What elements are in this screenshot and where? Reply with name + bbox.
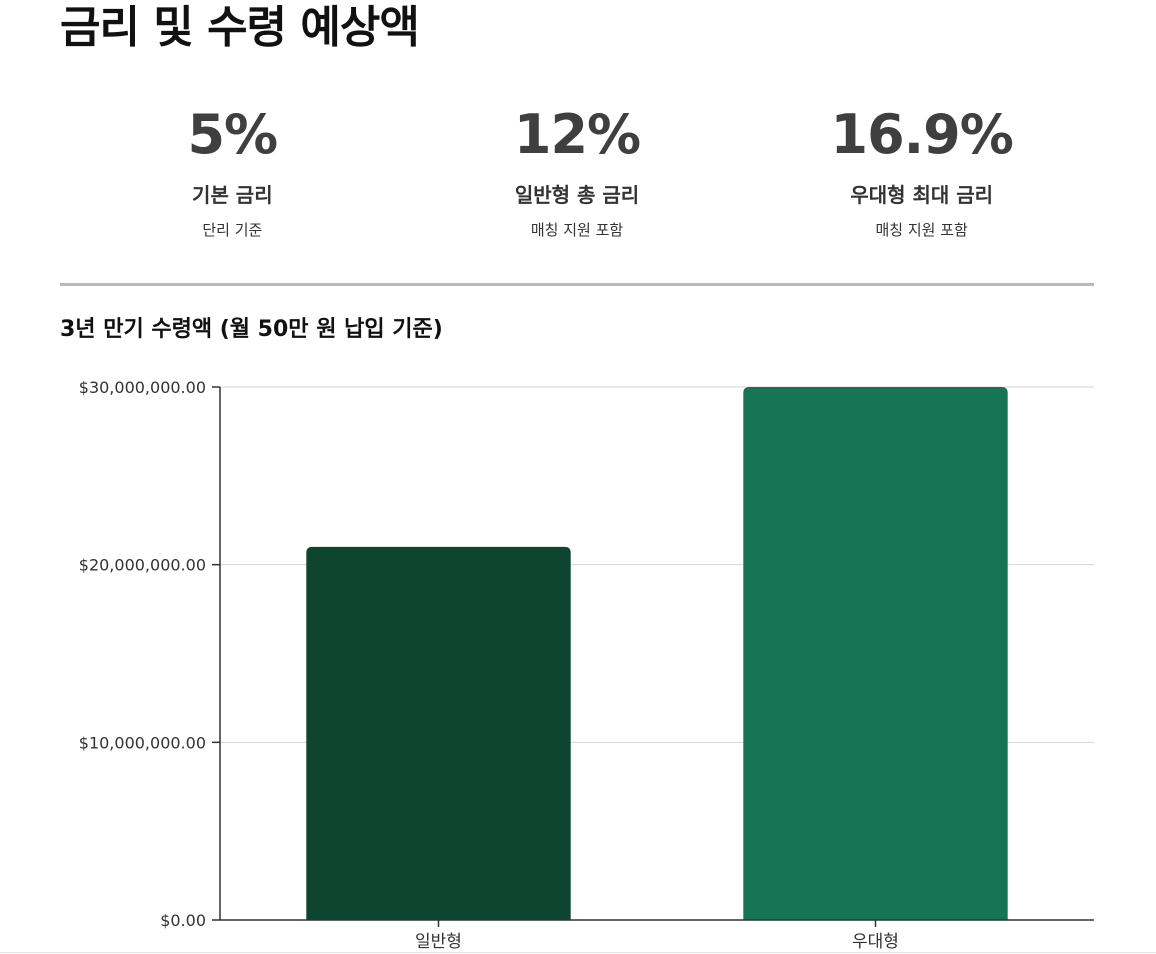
stat-general-rate: 12% 일반형 총 금리 매칭 지원 포함: [405, 100, 750, 240]
chart-title: 3년 만기 수령액 (월 50만 원 납입 기준): [60, 317, 443, 342]
stat-label: 일반형 총 금리: [514, 183, 640, 207]
stat-basic-rate: 5% 기본 금리 단리 기준: [60, 100, 405, 240]
stat-value: 12%: [513, 103, 641, 166]
stat-sub: 단리 기준: [202, 221, 263, 239]
stat-label: 우대형 최대 금리: [850, 183, 994, 207]
bottom-border: [0, 952, 1156, 953]
stat-value: 16.9%: [830, 103, 1014, 166]
stat-sub: 매칭 지원 포함: [530, 221, 624, 239]
x-tick-label: 우대형: [852, 932, 899, 952]
bar-general: [306, 546, 571, 920]
section-divider: [60, 283, 1094, 286]
stat-label: 기본 금리: [192, 183, 273, 207]
bar-preferred: [743, 387, 1008, 920]
page-title: 금리 및 수령 예상액: [60, 2, 420, 53]
stat-sub: 매칭 지원 포함: [875, 221, 968, 239]
stat-value: 5%: [187, 103, 278, 166]
y-tick-label: $20,000,000.00: [79, 556, 206, 575]
y-tick-label: $10,000,000.00: [79, 733, 206, 752]
stats-row: 5% 기본 금리 단리 기준 12% 일반형 총 금리 매칭 지원 포함 16.…: [60, 100, 1094, 240]
stat-preferred-rate: 16.9% 우대형 최대 금리 매칭 지원 포함: [749, 100, 1094, 240]
y-tick-label: $0.00: [160, 911, 206, 930]
x-tick-label: 일반형: [415, 932, 462, 952]
y-tick-label: $30,000,000.00: [79, 378, 206, 397]
